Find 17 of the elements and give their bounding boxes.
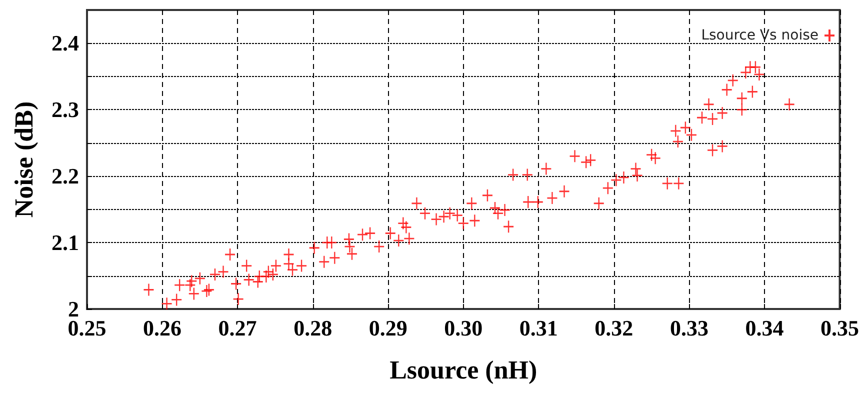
x-tick-label: 0.26 [143,316,182,340]
x-tick-label: 0.27 [218,316,257,340]
x-tick-label: 0.30 [444,316,483,340]
x-tick-label: 0.35 [820,316,859,340]
y-axis-title: Noise (dB) [10,101,38,218]
x-tick-label: 0.34 [745,316,784,340]
y-tick-label: 2.1 [52,230,79,256]
x-tick-label: 0.29 [368,316,408,340]
y-tick-label: 2.4 [52,30,79,56]
x-tick-label: 0.28 [294,316,332,340]
legend-label: Lsource Vs noise [701,28,818,44]
y-tick-label: 2.3 [52,97,79,122]
x-axis-title: Lsource (nH) [390,356,538,384]
x-tick-label: 0.33 [670,316,708,340]
x-tick-label: 0.31 [519,316,558,340]
x-tick-label: 0.32 [594,316,634,340]
y-tick-label: 2.2 [52,164,79,189]
